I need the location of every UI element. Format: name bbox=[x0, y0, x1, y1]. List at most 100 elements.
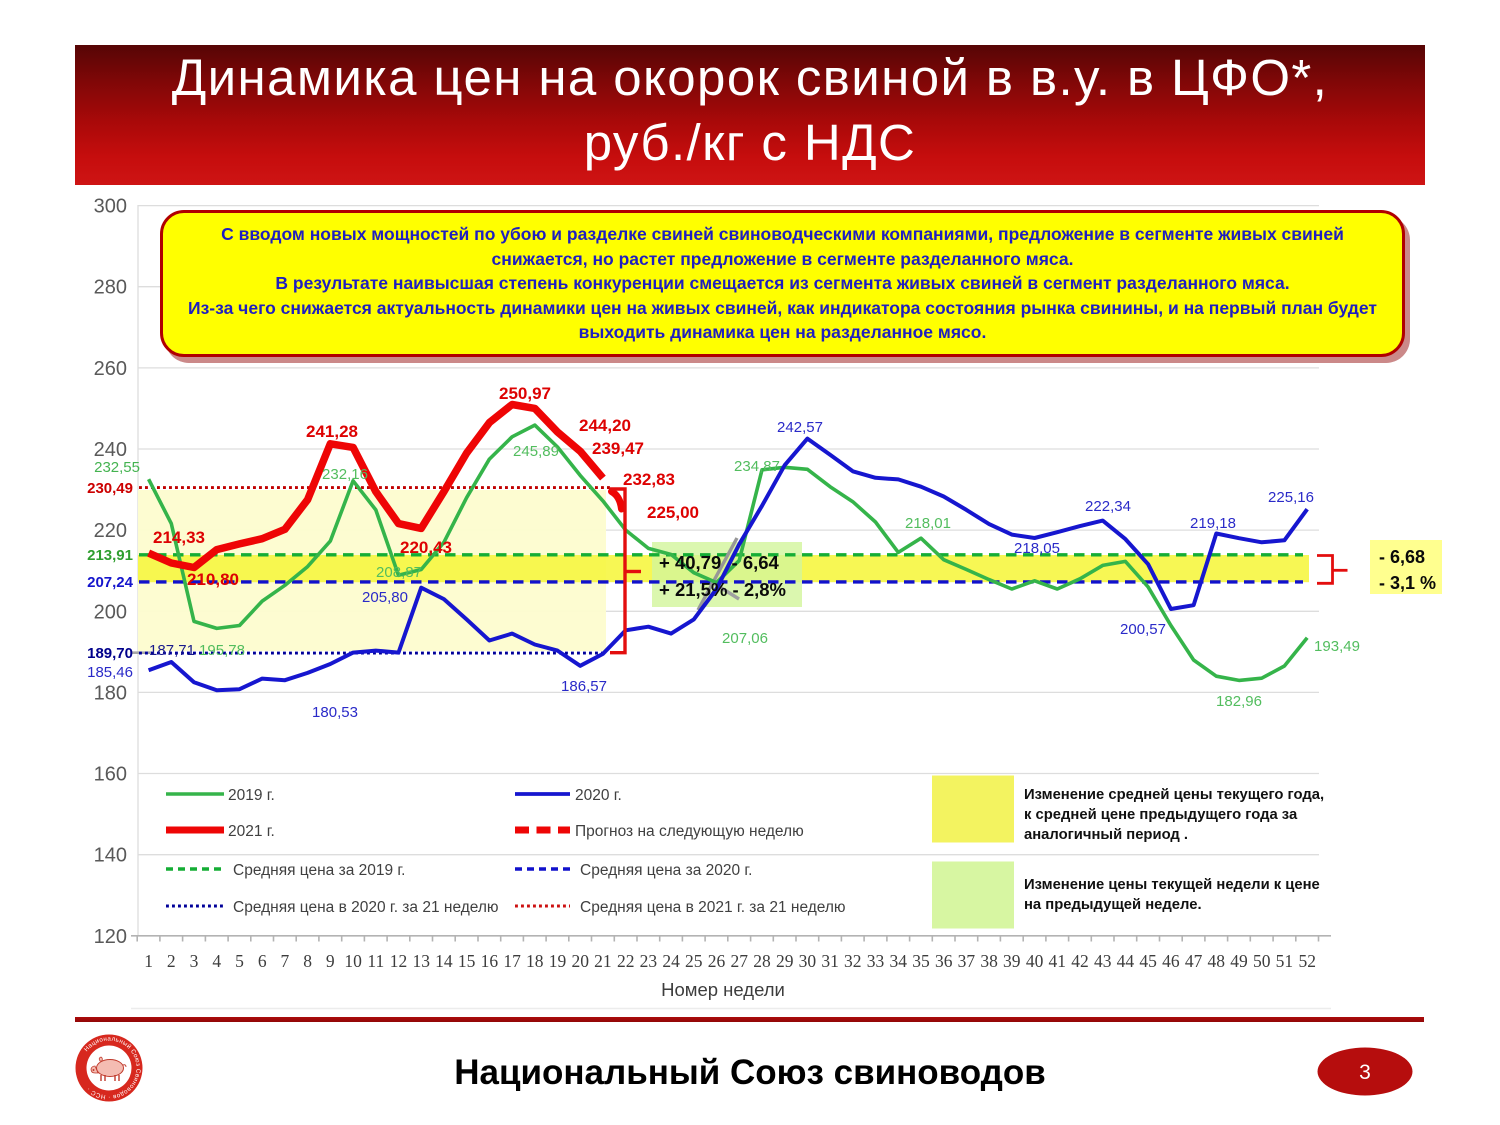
svg-text:218,01: 218,01 bbox=[905, 515, 951, 532]
svg-text:27: 27 bbox=[730, 951, 748, 971]
svg-text:3: 3 bbox=[190, 951, 199, 971]
svg-text:245,89: 245,89 bbox=[513, 443, 559, 460]
svg-text:232,16: 232,16 bbox=[322, 466, 368, 483]
svg-text:Прогноз на следующую неделю: Прогноз на следующую неделю bbox=[575, 823, 804, 840]
svg-text:+ 21,5% - 2,8%: + 21,5% - 2,8% bbox=[659, 579, 786, 600]
svg-text:Номер недели: Номер недели bbox=[661, 979, 785, 1000]
svg-text:219,18: 219,18 bbox=[1190, 515, 1236, 532]
svg-text:6: 6 bbox=[258, 951, 267, 971]
svg-text:41: 41 bbox=[1049, 951, 1067, 971]
svg-text:225,00: 225,00 bbox=[647, 503, 699, 522]
svg-text:аналогичный период .: аналогичный период . bbox=[1024, 827, 1188, 843]
svg-text:187,71: 187,71 bbox=[149, 642, 195, 659]
svg-text:47: 47 bbox=[1185, 951, 1203, 971]
svg-text:200: 200 bbox=[94, 601, 127, 623]
svg-text:213,91: 213,91 bbox=[87, 547, 133, 564]
svg-text:38: 38 bbox=[980, 951, 998, 971]
svg-text:3: 3 bbox=[1359, 1061, 1371, 1084]
svg-text:15: 15 bbox=[458, 951, 476, 971]
svg-text:48: 48 bbox=[1208, 951, 1226, 971]
svg-text:26: 26 bbox=[708, 951, 726, 971]
svg-text:28: 28 bbox=[753, 951, 771, 971]
svg-text:280: 280 bbox=[94, 277, 127, 299]
svg-text:21: 21 bbox=[594, 951, 612, 971]
svg-text:207,24: 207,24 bbox=[87, 574, 134, 591]
svg-text:185,46: 185,46 bbox=[87, 664, 133, 681]
svg-text:32: 32 bbox=[844, 951, 862, 971]
svg-text:4: 4 bbox=[212, 951, 221, 971]
svg-text:13: 13 bbox=[412, 951, 430, 971]
svg-text:к средней цене предыдущего год: к средней цене предыдущего года за bbox=[1024, 807, 1298, 823]
svg-text:222,34: 222,34 bbox=[1085, 498, 1131, 515]
svg-text:- 3,1 %: - 3,1 % bbox=[1379, 573, 1436, 593]
svg-text:49: 49 bbox=[1230, 951, 1248, 971]
svg-text:22: 22 bbox=[617, 951, 635, 971]
svg-text:45: 45 bbox=[1139, 951, 1157, 971]
svg-text:189,70: 189,70 bbox=[87, 645, 133, 662]
svg-text:30: 30 bbox=[799, 951, 817, 971]
svg-text:44: 44 bbox=[1117, 951, 1135, 971]
svg-text:234,87: 234,87 bbox=[734, 458, 780, 475]
svg-text:193,49: 193,49 bbox=[1314, 638, 1360, 655]
svg-text:205,80: 205,80 bbox=[362, 589, 408, 606]
svg-text:33: 33 bbox=[867, 951, 885, 971]
svg-text:20: 20 bbox=[571, 951, 589, 971]
svg-text:11: 11 bbox=[367, 951, 384, 971]
svg-text:218,05: 218,05 bbox=[1014, 540, 1060, 557]
svg-text:Изменение средней цены текущег: Изменение средней цены текущего года, bbox=[1024, 787, 1324, 803]
svg-text:14: 14 bbox=[435, 951, 453, 971]
svg-text:242,57: 242,57 bbox=[777, 419, 823, 436]
svg-text:29: 29 bbox=[776, 951, 794, 971]
svg-text:18: 18 bbox=[526, 951, 544, 971]
svg-text:25: 25 bbox=[685, 951, 703, 971]
svg-text:Средняя цена за 2019 г.: Средняя цена за 2019 г. bbox=[233, 862, 406, 879]
svg-text:1: 1 bbox=[144, 951, 153, 971]
svg-text:180: 180 bbox=[94, 682, 127, 704]
svg-text:35: 35 bbox=[912, 951, 930, 971]
svg-text:160: 160 bbox=[94, 764, 127, 786]
svg-text:182,96: 182,96 bbox=[1216, 693, 1262, 710]
svg-text:42: 42 bbox=[1071, 951, 1089, 971]
svg-text:207,06: 207,06 bbox=[722, 630, 768, 647]
svg-text:34: 34 bbox=[890, 951, 908, 971]
svg-text:2: 2 bbox=[167, 951, 176, 971]
svg-text:+ 40,79 - 6,64: + 40,79 - 6,64 bbox=[659, 552, 780, 573]
svg-text:241,28: 241,28 bbox=[306, 422, 358, 441]
svg-text:40: 40 bbox=[1026, 951, 1044, 971]
svg-text:195,78: 195,78 bbox=[199, 642, 245, 659]
svg-text:36: 36 bbox=[935, 951, 953, 971]
svg-text:17: 17 bbox=[503, 951, 521, 971]
svg-text:19: 19 bbox=[549, 951, 567, 971]
svg-text:239,47: 239,47 bbox=[592, 439, 644, 458]
svg-text:232,83: 232,83 bbox=[623, 470, 675, 489]
svg-text:8: 8 bbox=[303, 951, 312, 971]
svg-text:210,80: 210,80 bbox=[187, 570, 239, 589]
svg-text:220: 220 bbox=[94, 520, 127, 542]
svg-text:39: 39 bbox=[1003, 951, 1021, 971]
svg-text:10: 10 bbox=[344, 951, 362, 971]
svg-text:5: 5 bbox=[235, 951, 244, 971]
svg-text:Средняя цена за 2020 г.: Средняя цена за 2020 г. bbox=[580, 862, 753, 879]
svg-text:37: 37 bbox=[958, 951, 976, 971]
svg-text:220,43: 220,43 bbox=[400, 538, 452, 557]
svg-text:244,20: 244,20 bbox=[579, 416, 631, 435]
svg-text:Средняя цена в 2021 г. за 21 н: Средняя цена в 2021 г. за 21 неделю bbox=[580, 899, 846, 916]
svg-text:- 6,68: - 6,68 bbox=[1379, 547, 1425, 567]
svg-text:7: 7 bbox=[281, 951, 290, 971]
svg-text:200,57: 200,57 bbox=[1120, 621, 1166, 638]
svg-text:52: 52 bbox=[1298, 951, 1316, 971]
svg-text:16: 16 bbox=[481, 951, 499, 971]
svg-text:232,55: 232,55 bbox=[94, 459, 140, 476]
svg-text:180,53: 180,53 bbox=[312, 704, 358, 721]
svg-text:на предыдущей неделе.: на предыдущей неделе. bbox=[1024, 897, 1202, 913]
svg-text:12: 12 bbox=[390, 951, 408, 971]
svg-text:300: 300 bbox=[94, 196, 127, 218]
svg-text:43: 43 bbox=[1094, 951, 1112, 971]
svg-text:186,57: 186,57 bbox=[561, 678, 607, 695]
svg-text:140: 140 bbox=[94, 845, 127, 867]
svg-text:24: 24 bbox=[662, 951, 680, 971]
svg-text:46: 46 bbox=[1162, 951, 1180, 971]
svg-text:230,49: 230,49 bbox=[87, 480, 133, 497]
svg-text:51: 51 bbox=[1276, 951, 1294, 971]
svg-text:240: 240 bbox=[94, 439, 127, 461]
